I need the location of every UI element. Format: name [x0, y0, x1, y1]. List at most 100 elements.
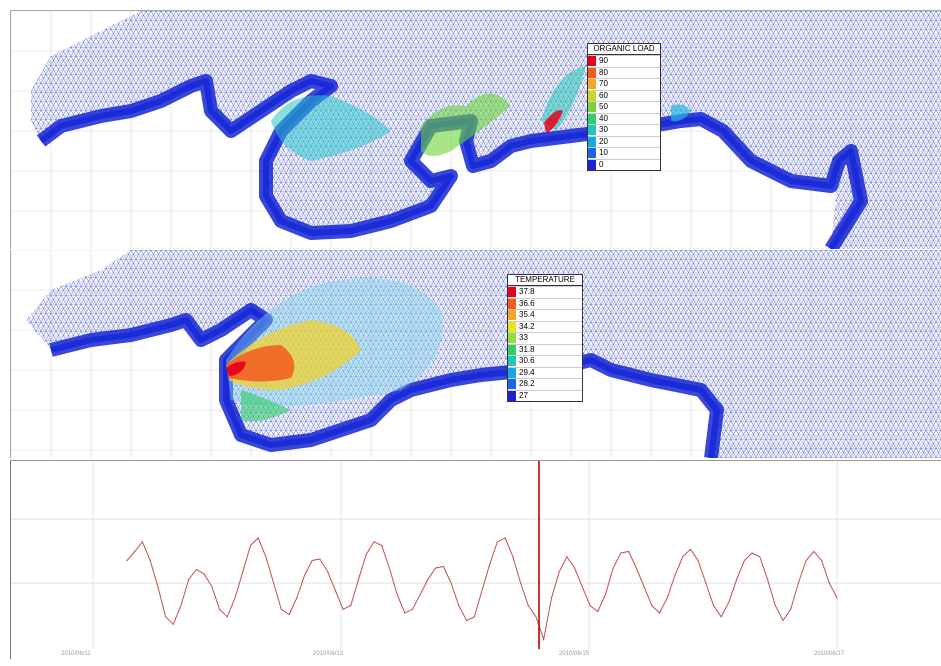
legend-swatch — [588, 79, 596, 90]
legend-entry: 33 — [508, 332, 582, 344]
series-point — [705, 582, 707, 584]
series-point — [165, 616, 167, 618]
series-point — [743, 559, 746, 562]
series-point — [141, 541, 143, 543]
series-point — [134, 550, 136, 553]
legend-value: 35.4 — [519, 310, 535, 320]
series-point — [836, 597, 838, 599]
series-point — [288, 613, 290, 616]
series-point — [357, 578, 360, 580]
series-point — [149, 559, 151, 562]
series-line — [126, 537, 838, 642]
legend-swatch — [508, 321, 516, 332]
legend-entry: 30.6 — [508, 355, 582, 367]
series-point — [790, 608, 792, 610]
timeseries-chart-pane[interactable]: 2010/06/11 2010/06/13 2010/06/15 2010/06… — [10, 460, 941, 659]
legend-swatch — [508, 333, 516, 344]
timeseries-chart[interactable] — [11, 461, 941, 659]
temperature-mesh-map[interactable] — [11, 250, 941, 458]
plume-overlay — [226, 345, 295, 382]
plume-overlay — [671, 104, 691, 122]
series-point — [520, 582, 522, 584]
series-point — [720, 616, 722, 618]
series-point — [396, 593, 398, 595]
legend-swatch — [508, 379, 516, 390]
legend-entry: 35.4 — [508, 309, 582, 321]
series-point — [543, 638, 545, 640]
series-point — [751, 552, 753, 554]
series-point — [172, 623, 174, 625]
legend-swatch — [508, 287, 516, 298]
series-point — [365, 553, 367, 556]
legend-swatch — [588, 125, 596, 136]
legend-swatch — [508, 390, 516, 401]
series-point — [388, 567, 390, 569]
series-point — [566, 556, 568, 558]
series-point — [821, 559, 823, 562]
series-point — [211, 586, 213, 588]
series-point — [249, 544, 252, 547]
legend-swatch — [588, 113, 596, 124]
x-tick-label: 2010/06/11 — [61, 651, 91, 657]
series-point — [712, 604, 715, 607]
plume-overlay — [421, 93, 511, 156]
series-point — [550, 597, 553, 599]
series-point — [489, 563, 491, 565]
plume-overlay — [544, 110, 563, 133]
organic-load-mesh-map[interactable] — [11, 11, 941, 249]
legend-value: 10 — [599, 148, 608, 158]
series-point — [697, 559, 699, 562]
legend-entry: 36.6 — [508, 297, 582, 310]
legend-swatch — [508, 344, 516, 355]
organic-load-map-pane[interactable]: ORGANIC LOAD 90 80 70 60 50 40 30 20 10 0 — [10, 10, 941, 249]
series-point — [535, 616, 537, 618]
series-point — [435, 567, 437, 569]
series-point — [427, 578, 429, 580]
legend-entry: 0 — [588, 158, 660, 171]
legend-value: 50 — [599, 102, 608, 112]
series-point — [203, 573, 205, 575]
series-point — [373, 541, 375, 543]
legend-value: 40 — [599, 113, 608, 123]
series-point — [635, 567, 637, 569]
organic-load-legend-title: ORGANIC LOAD — [588, 44, 660, 55]
legend-entry: 50 — [588, 101, 660, 113]
series-point — [643, 586, 645, 588]
series-point — [450, 582, 452, 584]
legend-value: 27 — [519, 390, 528, 400]
temperature-legend-title: TEMPERATURE — [508, 275, 582, 286]
organic-load-legend: ORGANIC LOAD 90 80 70 60 50 40 30 20 10 0 — [587, 43, 661, 171]
legend-swatch — [508, 310, 516, 321]
legend-entry: 30 — [588, 124, 660, 136]
legend-swatch — [508, 298, 516, 309]
series-point — [257, 537, 259, 539]
legend-swatch — [508, 367, 516, 378]
series-point — [319, 558, 321, 560]
series-point — [466, 619, 468, 622]
series-point — [728, 601, 730, 603]
series-point — [766, 578, 769, 580]
series-point — [404, 612, 406, 614]
legend-swatch — [588, 90, 596, 101]
legend-entry: 31.8 — [508, 343, 582, 356]
series-point — [828, 582, 830, 584]
legend-value: 30.6 — [519, 356, 535, 366]
legend-entry: 80 — [588, 66, 660, 79]
legend-entry: 10 — [588, 147, 660, 159]
series-point — [689, 548, 692, 550]
series-point — [473, 616, 475, 618]
series-point — [280, 608, 282, 610]
plume-overlay — [241, 390, 291, 422]
series-point — [226, 616, 228, 618]
series-point — [759, 556, 761, 558]
plume-overlay — [226, 361, 246, 376]
legend-value: 28.2 — [519, 379, 535, 389]
series-point — [597, 610, 599, 613]
series-point — [782, 619, 784, 622]
series-point — [303, 574, 306, 577]
series-point — [458, 604, 460, 607]
series-point — [504, 537, 506, 539]
legend-entry: 28.2 — [508, 378, 582, 390]
temperature-map-pane[interactable]: TEMPERATURE 37.8 36.6 35.4 34.2 33 31.8 30.6 29… — [10, 250, 941, 458]
